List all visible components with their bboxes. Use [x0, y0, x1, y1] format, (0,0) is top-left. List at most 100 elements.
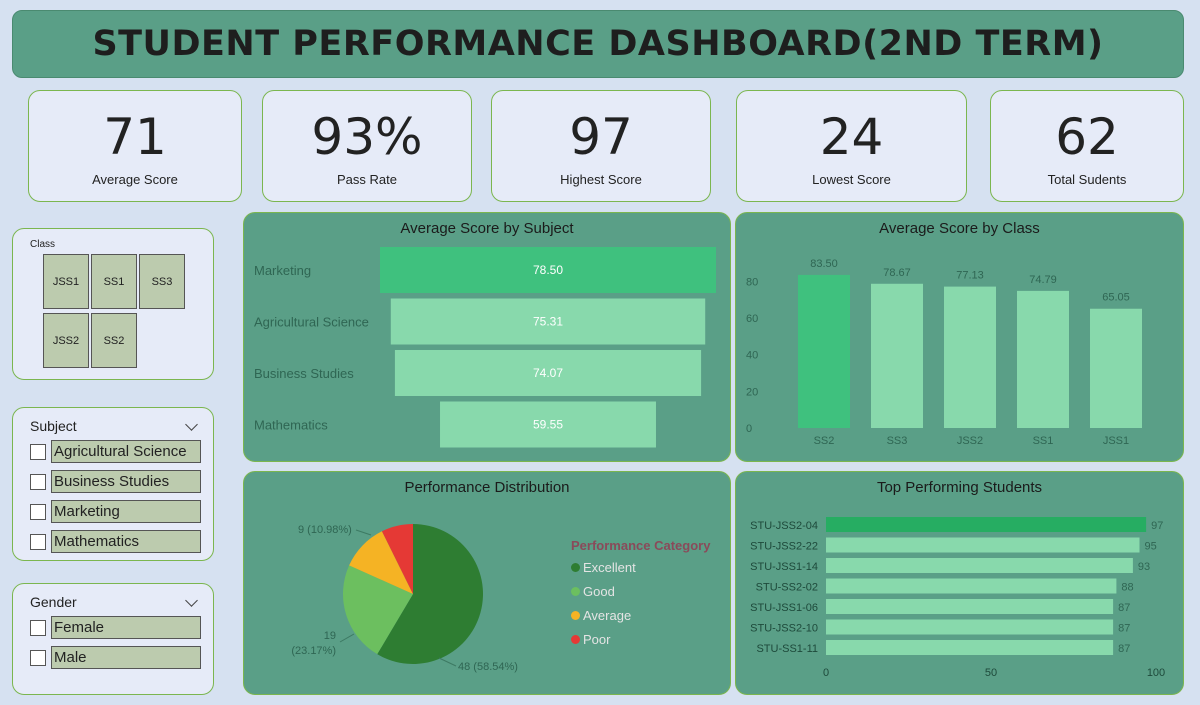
- option-label: Female: [51, 616, 201, 639]
- class-bar: [871, 283, 923, 428]
- leader-line: [438, 657, 457, 667]
- class-tile-ss2[interactable]: SS2: [91, 313, 137, 368]
- class-slicer-title: Class: [30, 239, 56, 250]
- x-tick-label: JSS1: [1103, 435, 1129, 447]
- subject-option-marketing[interactable]: Marketing: [30, 500, 201, 523]
- x-tick-label: SS1: [1033, 435, 1054, 447]
- pie-label-good: (23.17%): [291, 645, 336, 657]
- legend-label: Poor: [583, 632, 611, 647]
- student-value-label: 87: [1118, 643, 1130, 655]
- student-label: STU-SS1-11: [756, 643, 818, 655]
- kpi-pass-rate: 93% Pass Rate: [262, 90, 472, 202]
- pie-label-good: 19: [324, 630, 336, 642]
- checkbox[interactable]: [30, 619, 46, 636]
- x-tick-label: SS3: [887, 435, 908, 447]
- subject-slicer: Subject Agricultural Science Business St…: [12, 407, 214, 561]
- checkbox[interactable]: [30, 503, 46, 520]
- subject-option-mathematics[interactable]: Mathematics: [30, 530, 201, 553]
- student-bar: [826, 619, 1114, 635]
- x-tick-label: 0: [823, 667, 829, 679]
- student-label: STU-JSS2-22: [750, 541, 818, 553]
- x-tick-label: 50: [985, 667, 997, 679]
- distribution-chart: 48 (58.54%) 19 (23.17%) 9 (10.98%): [291, 524, 518, 673]
- class-value-label: 65.05: [1102, 292, 1130, 304]
- legend-item-poor: Poor: [571, 632, 710, 647]
- subject-value-label: 59.55: [533, 418, 563, 432]
- class-chart: 0 20 40 60 80 83.50 SS2 78.67 SS3 77.13 JSS2 74.79 S…: [746, 258, 1142, 447]
- chart-title: Average Score by Subject: [400, 220, 574, 237]
- kpi-label: Highest Score: [560, 171, 642, 187]
- class-bar: [944, 286, 996, 428]
- option-label: Agricultural Science: [51, 440, 201, 463]
- x-tick-label: JSS2: [957, 435, 983, 447]
- chevron-down-icon[interactable]: [185, 418, 198, 431]
- subject-slicer-title: Subject: [30, 418, 77, 434]
- student-label: STU-SS2-02: [756, 582, 818, 594]
- student-label: STU-JSS2-10: [750, 623, 818, 635]
- class-bar: [1017, 290, 1069, 428]
- pie-slice-excellent: [377, 524, 483, 664]
- class-tile-jss1[interactable]: JSS1: [43, 254, 89, 309]
- kpi-value: 71: [103, 107, 167, 166]
- checkbox[interactable]: [30, 473, 46, 490]
- checkbox[interactable]: [30, 649, 46, 666]
- class-tile-ss1[interactable]: SS1: [91, 254, 137, 309]
- subject-option-agricultural-science[interactable]: Agricultural Science: [30, 440, 201, 463]
- class-value-label: 78.67: [883, 267, 911, 279]
- kpi-value: 97: [569, 107, 633, 166]
- class-slicer: Class JSS1 SS1 SS3 JSS2 SS2: [12, 228, 214, 380]
- class-bar: [1090, 308, 1142, 428]
- legend-label: Average: [583, 608, 632, 623]
- subject-bar: [440, 401, 656, 448]
- legend-dot: [571, 611, 580, 620]
- legend-dot: [571, 563, 580, 572]
- subject-value-label: 78.50: [533, 263, 563, 277]
- student-bar: [826, 640, 1114, 655]
- subject-option-business-studies[interactable]: Business Studies: [30, 470, 201, 493]
- kpi-label: Lowest Score: [812, 171, 891, 187]
- gender-option-male[interactable]: Male: [30, 646, 201, 669]
- kpi-value: 93%: [311, 107, 423, 166]
- subject-label: Business Studies: [254, 366, 354, 381]
- page-title: STUDENT PERFORMANCE DASHBOARD(2ND TERM): [92, 24, 1104, 64]
- class-value-label: 83.50: [810, 258, 838, 270]
- dashboard-header: STUDENT PERFORMANCE DASHBOARD(2ND TERM): [12, 10, 1184, 78]
- pie-slice-average: [349, 531, 413, 594]
- checkbox[interactable]: [30, 533, 46, 550]
- option-label: Business Studies: [51, 470, 201, 493]
- option-label: Marketing: [51, 500, 201, 523]
- pie-slice-poor: [381, 524, 413, 594]
- top-students-chart-panel: Top Performing Students STU-JSS2-04 97 STU…: [735, 471, 1184, 695]
- student-bar: [826, 599, 1114, 614]
- student-value-label: 87: [1118, 623, 1130, 635]
- chart-title: Performance Distribution: [404, 479, 570, 496]
- class-tile-ss3[interactable]: SS3: [139, 254, 185, 309]
- legend-dot: [571, 587, 580, 596]
- class-value-label: 74.79: [1029, 274, 1057, 286]
- student-bar: [826, 517, 1147, 532]
- subject-value-label: 74.07: [533, 366, 563, 380]
- legend-label: Excellent: [583, 560, 636, 575]
- student-label: STU-JSS1-14: [750, 561, 818, 573]
- chevron-down-icon[interactable]: [185, 594, 198, 607]
- class-bar: [798, 274, 850, 428]
- kpi-average-score: 71 Average Score: [28, 90, 242, 202]
- pie-label-average: 9 (10.98%): [298, 524, 352, 536]
- kpi-value: 62: [1055, 107, 1119, 166]
- gender-slicer: Gender Female Male: [12, 583, 214, 695]
- y-tick-label: 60: [746, 313, 758, 325]
- student-value-label: 93: [1138, 561, 1150, 573]
- option-label: Mathematics: [51, 530, 201, 553]
- class-tile-jss2[interactable]: JSS2: [43, 313, 89, 368]
- checkbox[interactable]: [30, 443, 46, 460]
- gender-option-female[interactable]: Female: [30, 616, 201, 639]
- subject-value-label: 75.31: [533, 315, 563, 329]
- class-value-label: 77.13: [956, 270, 984, 282]
- subject-chart-panel: Average Score by Subject Marketing 78.50 A…: [243, 212, 731, 462]
- y-tick-label: 40: [746, 350, 758, 362]
- student-bar: [826, 537, 1140, 553]
- kpi-total-students: 62 Total Sudents: [990, 90, 1184, 202]
- kpi-highest-score: 97 Highest Score: [491, 90, 711, 202]
- pie-label-excellent: 48 (58.54%): [458, 661, 518, 673]
- subject-bar: [394, 350, 702, 396]
